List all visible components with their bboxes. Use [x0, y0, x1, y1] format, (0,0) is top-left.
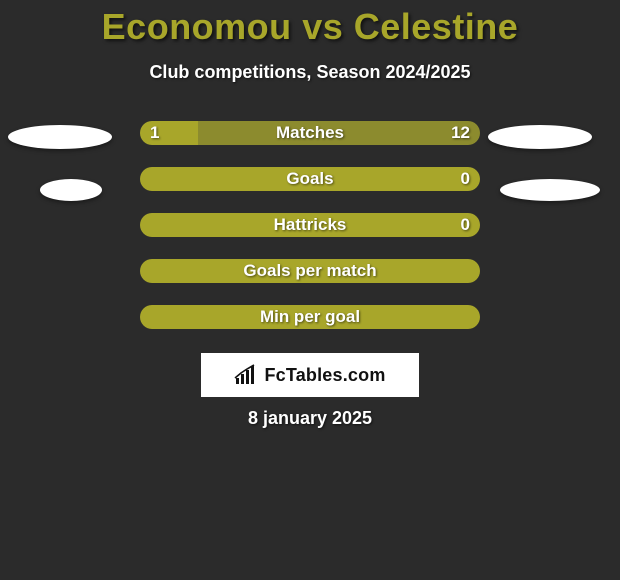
bar-segment-right	[198, 121, 480, 145]
stat-value-right: 12	[451, 121, 470, 145]
brand-inner: FcTables.com	[234, 364, 385, 386]
bar-track	[140, 305, 480, 329]
brand-badge: FcTables.com	[201, 353, 419, 397]
bar-segment-left	[140, 121, 198, 145]
bar-segment-left	[140, 305, 480, 329]
player-avatar-right	[488, 125, 592, 149]
bar-segment-left	[140, 167, 480, 191]
player2-name: Celestine	[354, 6, 519, 47]
vs-text: vs	[302, 6, 343, 47]
stat-row: Hattricks0	[0, 213, 620, 259]
player-avatar-left	[40, 179, 102, 201]
bar-segment-left	[140, 259, 480, 283]
stat-value-right: 0	[461, 213, 470, 237]
bars-chart-icon	[234, 364, 260, 386]
bar-track	[140, 259, 480, 283]
stat-row: Min per goal	[0, 305, 620, 351]
bar-track	[140, 167, 480, 191]
comparison-infographic: Economou vs Celestine Club competitions,…	[0, 0, 620, 580]
player-avatar-left	[8, 125, 112, 149]
player1-name: Economou	[102, 6, 292, 47]
stat-row: Goals per match	[0, 259, 620, 305]
player-avatar-right	[500, 179, 600, 201]
stat-value-left: 1	[150, 121, 159, 145]
bar-track	[140, 121, 480, 145]
brand-text: FcTables.com	[264, 365, 385, 386]
bar-segment-left	[140, 213, 480, 237]
bar-track	[140, 213, 480, 237]
footer-date: 8 january 2025	[0, 408, 620, 429]
comparison-chart: Matches112Goals0Hattricks0Goals per matc…	[0, 121, 620, 351]
page-title: Economou vs Celestine	[0, 0, 620, 48]
subtitle: Club competitions, Season 2024/2025	[0, 62, 620, 83]
stat-value-right: 0	[461, 167, 470, 191]
